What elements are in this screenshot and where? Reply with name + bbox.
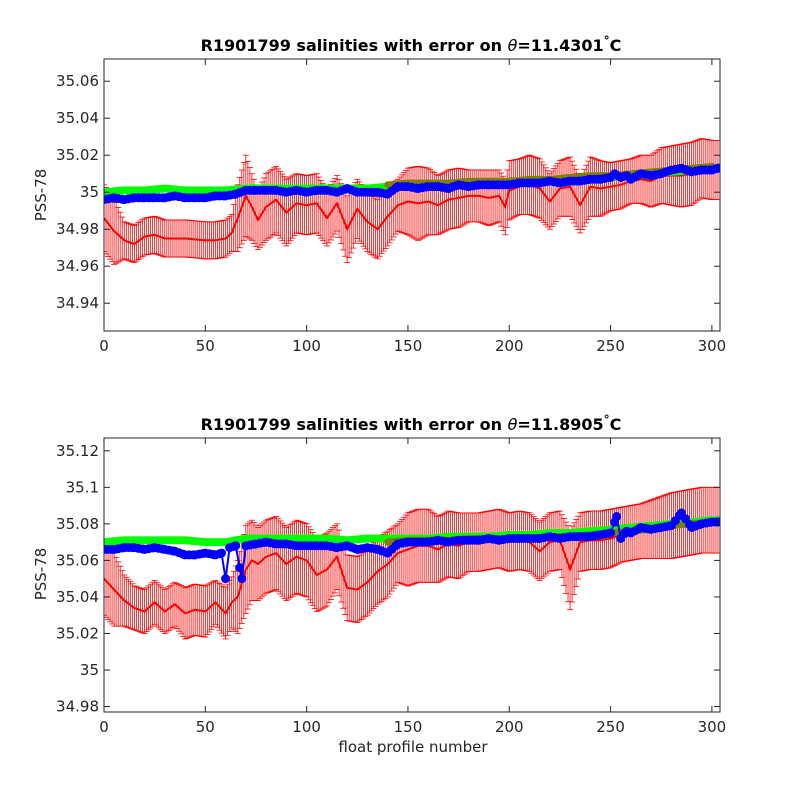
top-y-tick-label: 34.96 <box>56 257 99 275</box>
top-x-tick-label: 150 <box>394 337 423 355</box>
top-y-tick-label: 35.02 <box>56 146 99 164</box>
top-y-tick-label: 35.04 <box>56 109 99 127</box>
bottom-blue-point <box>612 512 622 522</box>
bottom-blue-point <box>606 528 616 538</box>
bottom-plot-area: 0 50 100 150 200 250 300 34.98 35 35.02 35.04 35.06… <box>56 437 727 736</box>
bottom-x-tick-label: 100 <box>292 718 321 736</box>
bottom-blue-point <box>217 548 227 558</box>
top-x-tick-label: 100 <box>292 337 321 355</box>
bottom-x-tick-label: 300 <box>698 718 727 736</box>
bottom-y-tick-label: 35.06 <box>56 551 99 569</box>
bottom-x-axis-label: float profile number <box>338 738 488 756</box>
bottom-y-tick-label: 34.98 <box>56 698 99 716</box>
bottom-blue-point <box>221 574 231 584</box>
top-chart-title: R1901799 salinities with error on θ=11.4… <box>201 34 622 55</box>
bottom-blue-point <box>235 563 245 573</box>
top-panel: R1901799 salinities with error on θ=11.4… <box>32 34 726 355</box>
bottom-blue-point <box>231 541 241 551</box>
top-x-tick-label: 0 <box>99 337 109 355</box>
bottom-x-tick-label: 250 <box>596 718 625 736</box>
bottom-mean-line <box>104 519 718 616</box>
top-blue-point <box>713 163 720 173</box>
bottom-y-tick-label: 35.02 <box>56 624 99 642</box>
bottom-axes-box <box>103 437 721 713</box>
top-y-tick-label: 34.94 <box>56 294 99 312</box>
top-mean-line <box>104 167 718 246</box>
bottom-panel: R1901799 salinities with error on θ=11.8… <box>32 413 726 756</box>
top-x-tick-label: 250 <box>596 337 625 355</box>
bottom-y-tick-label: 35.1 <box>66 478 99 496</box>
bottom-y-tick-label: 35 <box>80 661 99 679</box>
bottom-x-tick-label: 200 <box>495 718 524 736</box>
bottom-data-layer <box>104 486 720 640</box>
bottom-blue-point <box>237 574 247 584</box>
bottom-x-tick-label: 150 <box>394 718 423 736</box>
bottom-y-tick-label: 35.04 <box>56 588 99 606</box>
top-axes-box <box>103 58 721 332</box>
top-y-axis-label: PSS-78 <box>32 169 50 222</box>
top-data-layer <box>104 138 720 265</box>
top-x-tick-label: 50 <box>196 337 215 355</box>
bottom-chart-title: R1901799 salinities with error on θ=11.8… <box>201 413 622 434</box>
top-y-tick-label: 34.98 <box>56 220 99 238</box>
top-x-tick-label: 300 <box>698 337 727 355</box>
bottom-y-axis-label: PSS-78 <box>32 548 50 601</box>
top-plot-area: 0 50 100 150 200 250 300 34.94 34.96 34.98 35 35.02… <box>56 58 727 355</box>
bottom-y-tick-label: 35.12 <box>56 442 99 460</box>
bottom-x-tick-label: 50 <box>196 718 215 736</box>
top-x-tick-label: 200 <box>495 337 524 355</box>
bottom-x-tick-label: 0 <box>99 718 109 736</box>
bottom-y-tick-label: 35.08 <box>56 515 99 533</box>
top-y-tick-label: 35.06 <box>56 72 99 90</box>
top-y-tick-label: 35 <box>80 183 99 201</box>
